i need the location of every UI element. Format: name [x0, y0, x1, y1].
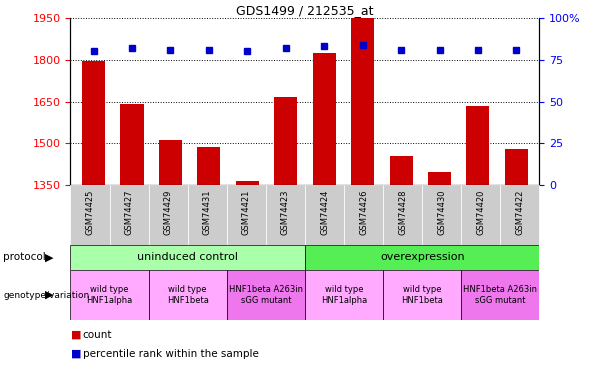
Text: genotype/variation: genotype/variation — [3, 291, 89, 300]
Bar — [313, 53, 336, 185]
Bar — [188, 185, 227, 245]
Bar — [383, 270, 462, 320]
Bar — [462, 270, 539, 320]
Bar — [149, 185, 188, 245]
Bar — [227, 185, 266, 245]
Text: GSM74428: GSM74428 — [398, 190, 407, 235]
Bar — [500, 185, 539, 245]
Bar — [274, 98, 297, 185]
Text: wild type
HNF1alpha: wild type HNF1alpha — [321, 285, 367, 305]
Bar — [82, 61, 105, 185]
Bar — [110, 185, 149, 245]
Bar — [305, 245, 539, 270]
Bar — [227, 270, 305, 320]
Text: percentile rank within the sample: percentile rank within the sample — [83, 349, 259, 359]
Bar — [159, 141, 182, 185]
Text: GSM74429: GSM74429 — [164, 190, 173, 235]
Text: GSM74427: GSM74427 — [124, 190, 134, 235]
Text: HNF1beta A263in
sGG mutant: HNF1beta A263in sGG mutant — [229, 285, 303, 305]
Bar — [351, 18, 374, 185]
Text: wild type
HNF1alpha: wild type HNF1alpha — [86, 285, 132, 305]
Bar — [505, 149, 528, 185]
Bar — [236, 181, 259, 185]
Text: overexpression: overexpression — [380, 252, 465, 262]
Bar — [383, 185, 422, 245]
Text: ▶: ▶ — [45, 252, 54, 262]
Bar — [121, 104, 143, 185]
Bar — [70, 245, 305, 270]
Text: uninduced control: uninduced control — [137, 252, 238, 262]
Text: count: count — [83, 330, 112, 340]
Title: GDS1499 / 212535_at: GDS1499 / 212535_at — [236, 4, 374, 17]
Text: GSM74422: GSM74422 — [516, 190, 524, 235]
Bar — [389, 156, 413, 185]
Bar — [197, 147, 221, 185]
Bar — [70, 270, 149, 320]
Bar — [70, 185, 110, 245]
Text: ■: ■ — [70, 349, 81, 359]
Text: GSM74423: GSM74423 — [281, 190, 290, 235]
Text: ▶: ▶ — [45, 290, 54, 300]
Text: GSM74426: GSM74426 — [359, 190, 368, 235]
Text: HNF1beta A263in
sGG mutant: HNF1beta A263in sGG mutant — [463, 285, 538, 305]
Bar — [462, 185, 500, 245]
Text: GSM74421: GSM74421 — [242, 190, 251, 235]
Bar — [344, 185, 383, 245]
Bar — [266, 185, 305, 245]
Bar — [305, 270, 383, 320]
Text: GSM74424: GSM74424 — [320, 190, 329, 235]
Text: GSM74420: GSM74420 — [476, 190, 485, 235]
Text: GSM74425: GSM74425 — [86, 190, 94, 235]
Text: GSM74431: GSM74431 — [203, 190, 211, 235]
Bar — [422, 185, 462, 245]
Text: ■: ■ — [70, 330, 81, 340]
Text: wild type
HNF1beta: wild type HNF1beta — [167, 285, 208, 305]
Text: GSM74430: GSM74430 — [437, 190, 446, 235]
Bar — [428, 172, 451, 185]
Text: protocol: protocol — [3, 252, 46, 262]
Text: wild type
HNF1beta: wild type HNF1beta — [402, 285, 443, 305]
Bar — [305, 185, 344, 245]
Bar — [466, 106, 489, 185]
Bar — [149, 270, 227, 320]
